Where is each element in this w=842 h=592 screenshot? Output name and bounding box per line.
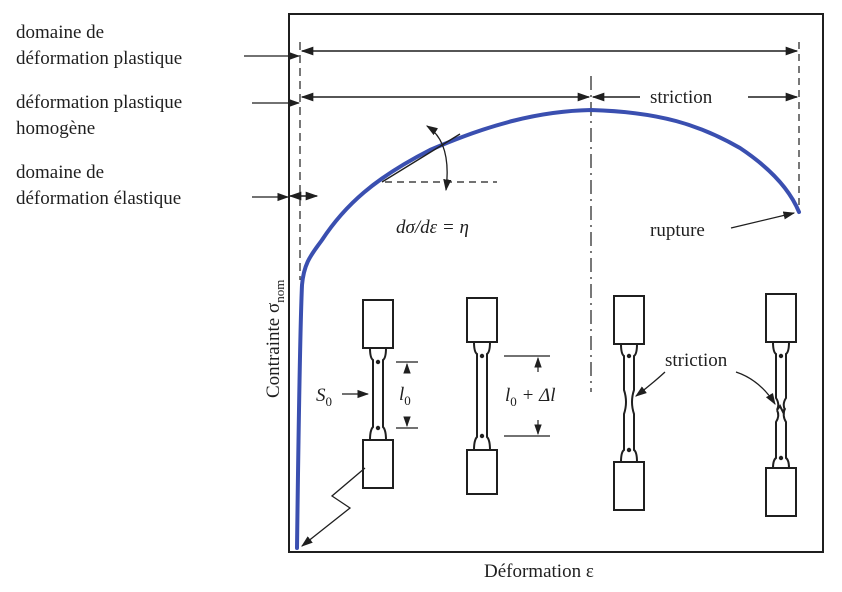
svg-text:Contrainte σnom: Contrainte σnom xyxy=(263,280,287,398)
necking-label-top: striction xyxy=(650,87,713,108)
necking-leader-left xyxy=(635,371,666,397)
x-axis-label: Déformation ε xyxy=(484,561,594,582)
tangent-line xyxy=(381,133,461,183)
specimen-necking xyxy=(613,295,645,511)
s0-label: S0 xyxy=(316,385,332,409)
specimen-initial xyxy=(362,299,394,489)
plastic-domain-label-line2: déformation plastique xyxy=(16,48,182,69)
l0-dl-label: l0 + Δl xyxy=(505,385,556,409)
y-axis-label: Contrainte σnom xyxy=(263,280,287,398)
plot-frame xyxy=(288,13,824,553)
elastic-domain-label-line1: domaine de xyxy=(16,162,104,183)
l0-dl-dimension xyxy=(504,355,550,437)
l0-label: l0 xyxy=(399,384,411,408)
slope-angle-arc xyxy=(426,125,452,192)
specimen-elongated xyxy=(466,297,498,495)
specimen-ruptured xyxy=(765,293,797,517)
slope-label: dσ/dε = η xyxy=(396,217,469,238)
plastic-domain-label-line1: domaine de xyxy=(16,22,104,43)
necking-specimens-label: striction xyxy=(665,350,728,371)
homogeneous-label-line2: homogène xyxy=(16,118,95,139)
rupture-label: rupture xyxy=(650,220,705,241)
stress-strain-curve xyxy=(295,107,801,550)
necking-leader-right xyxy=(735,371,776,405)
homogeneous-label-line1: déformation plastique xyxy=(16,92,182,113)
elastic-domain-label-line2: déformation élastique xyxy=(16,188,181,209)
rupture-leader xyxy=(730,211,796,229)
l0-dimension xyxy=(396,361,418,429)
elastic-zigzag-leader xyxy=(301,467,366,547)
